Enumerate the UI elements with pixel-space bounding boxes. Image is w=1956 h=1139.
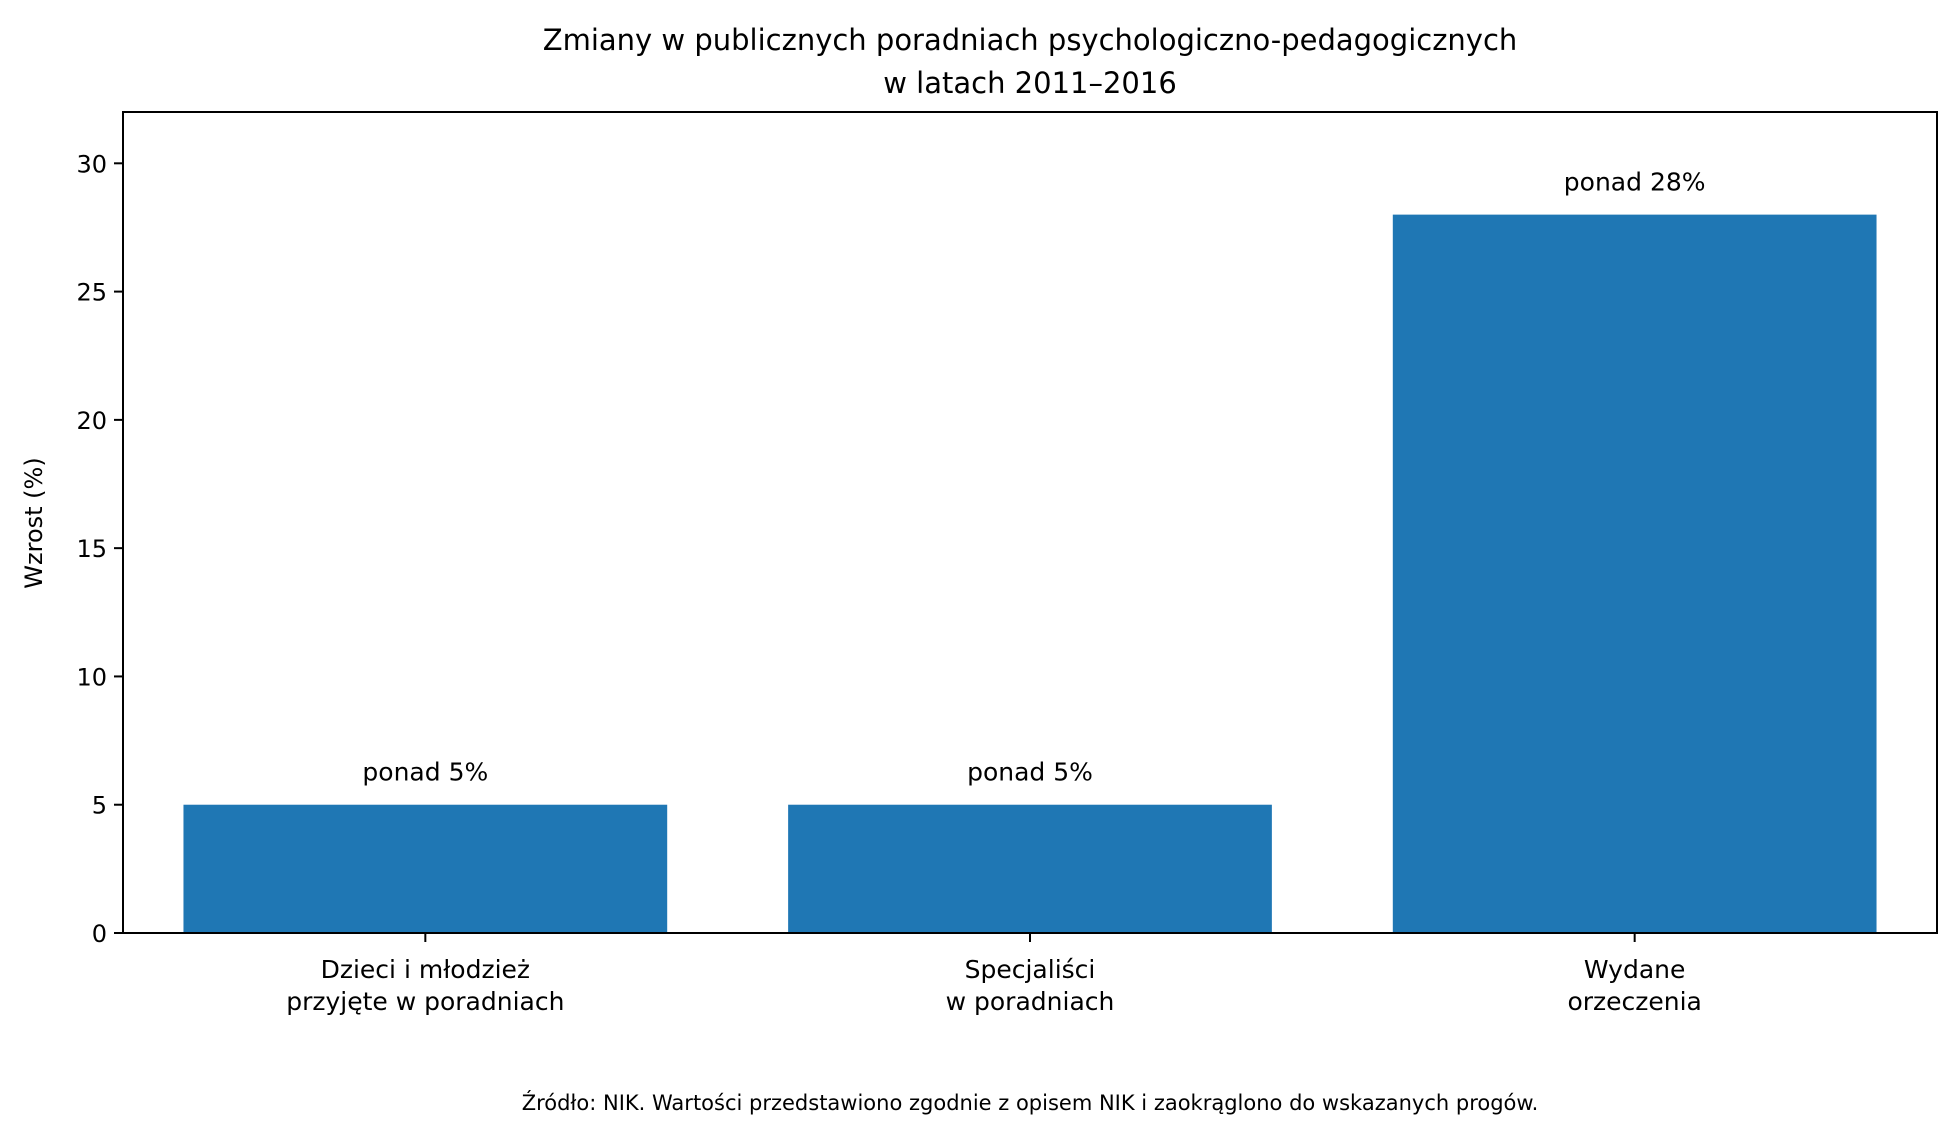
chart-subtitle: w latach 2011–2016 [883, 66, 1177, 100]
data-label: ponad 28% [1564, 168, 1706, 197]
x-tick-label: orzeczenia [1567, 987, 1701, 1016]
plot-area: ponad 5% ponad 5% ponad 28% 0 5 10 15 20 25 30 Dzi… [76, 111, 1938, 1016]
x-tick-label: przyjęte w poradniach [286, 987, 564, 1016]
y-tick-label: 15 [76, 535, 107, 563]
y-axis-label: Wzrost (%) [20, 457, 48, 588]
x-tick-label: Dzieci i młodzież [321, 955, 530, 984]
bar [1392, 214, 1877, 933]
x-tick-label: Specjaliści [965, 955, 1096, 984]
bar [183, 804, 668, 933]
source-note: Źródło: NIK. Wartości przedstawiono zgod… [522, 1090, 1539, 1115]
chart-title: Zmiany w publicznych poradniach psycholo… [543, 23, 1518, 57]
y-tick-label: 30 [76, 150, 107, 178]
x-tick-label: w poradniach [946, 987, 1115, 1016]
y-tick-label: 0 [92, 920, 107, 948]
y-tick-label: 5 [92, 792, 107, 820]
data-label: ponad 5% [362, 758, 488, 787]
data-label: ponad 5% [967, 758, 1093, 787]
y-tick-label: 10 [76, 663, 107, 691]
y-tick-label: 20 [76, 407, 107, 435]
bar [788, 804, 1272, 933]
x-tick-label: Wydane [1584, 955, 1686, 984]
y-tick-label: 25 [76, 279, 107, 307]
